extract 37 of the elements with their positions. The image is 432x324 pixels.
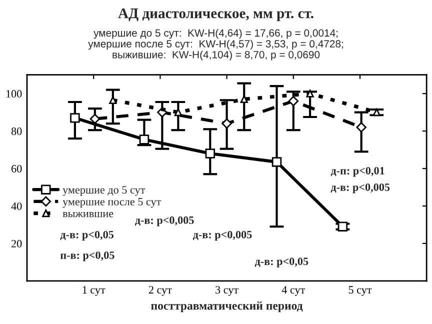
legend-label: умершие после 5 сут [62,198,162,208]
point [338,222,348,232]
y-tick-label: 60 [12,164,22,172]
y-tick-label: 80 [11,128,22,136]
point [70,113,80,123]
annotation: д-в: p<0,05 [60,230,114,241]
x-tick-label: 1 сут [82,286,106,296]
x-tick-label: 4 сут [282,286,305,296]
chart-title: АД диастолическое, мм рт. ст. [118,8,314,22]
point [240,95,248,104]
x-tick-label: 3 сут [216,286,238,296]
annotation: п-в: p<0,05 [60,251,114,262]
y-tick-label: 40 [11,202,22,210]
point [272,157,282,167]
point [205,148,216,158]
point [288,96,299,106]
annotation: д-п: p<0,01 [330,166,384,177]
point [222,118,232,129]
x-axis-title: посттравматический период [151,301,303,312]
chart-subtitle: умершие до 5 сут: KW-H(4,64) = 17,66, p = 0,0014; умершие после 5 сут: KW-H(4,57) = 3,53, p = 0,4728; выжившие: KW-H(4,104) = 8,70, p = 0,0690 [88,29,343,60]
point [90,114,100,124]
point [139,134,150,144]
legend-label: умершие до 5 сут [62,186,146,196]
x-tick-label: 2 сут [148,286,172,296]
annotation: д-в: p<0,05 [254,258,308,268]
annotation: д-в: p<0,005 [135,216,194,226]
point [109,96,117,104]
legend-label: выжившие [62,212,114,218]
y-tick-label: 100 [6,90,22,98]
point [372,108,380,116]
annotation: д-в: p<0,005 [192,230,252,241]
point [306,90,314,98]
y-tick-label: 20 [12,240,22,248]
annotation: д-в: p<0,005 [330,183,390,194]
point [174,108,182,116]
point [356,122,366,132]
x-tick-label: 5 сут [348,286,372,296]
